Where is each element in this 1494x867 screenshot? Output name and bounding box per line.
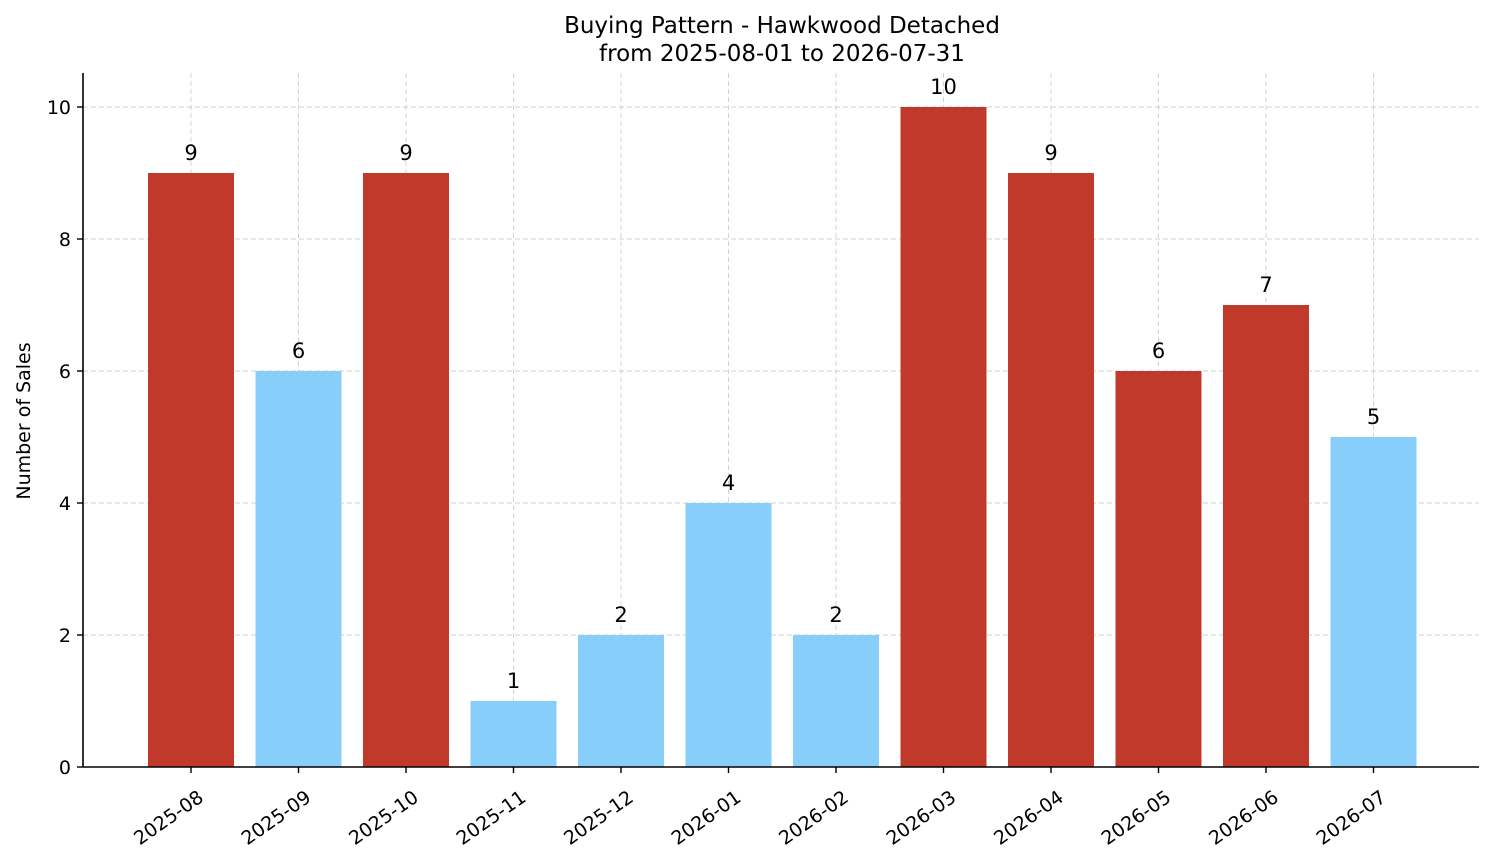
bar-2025-08 [148,173,234,767]
bars-layer [148,107,1417,767]
bar-value-label: 7 [1259,273,1272,297]
chart-subtitle: from 2025-08-01 to 2026-07-31 [599,41,965,67]
y-tick-label: 8 [59,229,71,251]
x-tick-label: 2026-06 [1205,786,1283,850]
y-tick-label: 2 [59,625,71,647]
bar-2026-02 [793,635,879,767]
bar-2026-06 [1223,305,1309,767]
bar-value-label: 2 [829,603,842,627]
y-ticks-layer: 0 2 4 6 8 10 [47,97,83,779]
chart-title: Buying Pattern - Hawkwood Detached [564,13,1000,39]
y-tick-label: 0 [59,757,71,779]
bar-2026-01 [685,503,772,767]
bar-2026-04 [1008,173,1094,767]
x-tick-label: 2026-05 [1098,786,1176,850]
bar-value-label: 6 [292,339,305,363]
bar-value-label: 4 [722,471,735,495]
x-tick-label: 2026-04 [990,786,1068,850]
bar-value-label: 10 [930,75,957,99]
x-tick-label: 2025-10 [345,786,423,850]
x-tick-label: 2025-11 [453,786,531,850]
bar-value-label: 1 [507,669,520,693]
y-tick-label: 10 [47,97,71,119]
bar-value-label: 6 [1152,339,1165,363]
x-tick-label: 2025-08 [130,786,208,850]
x-tick-label: 2026-03 [883,786,961,850]
bar-value-label: 5 [1367,405,1380,429]
bar-value-label: 9 [184,141,197,165]
bar-2026-07 [1330,437,1417,767]
x-tick-label: 2025-12 [560,786,638,850]
bar-value-label: 2 [614,603,627,627]
x-tick-label: 2026-01 [668,786,746,850]
bar-value-label: 9 [399,141,412,165]
bar-2025-09 [255,371,342,767]
bar-2026-05 [1115,371,1202,767]
x-tick-label: 2025-09 [238,786,316,850]
y-tick-label: 6 [59,361,71,383]
x-ticks-layer: 2025-08 2025-09 2025-10 2025-11 2025-12 2026-… [130,767,1390,850]
bar-2025-11 [470,701,557,767]
x-tick-label: 2026-02 [775,786,853,850]
bar-2025-12 [578,635,664,767]
bar-2025-10 [363,173,449,767]
y-axis-label: Number of Sales [13,342,35,499]
bar-2026-03 [900,107,987,767]
x-tick-label: 2026-07 [1313,786,1391,850]
y-tick-label: 4 [59,493,71,515]
axes-layer [82,73,1479,768]
bar-value-label: 9 [1044,141,1057,165]
